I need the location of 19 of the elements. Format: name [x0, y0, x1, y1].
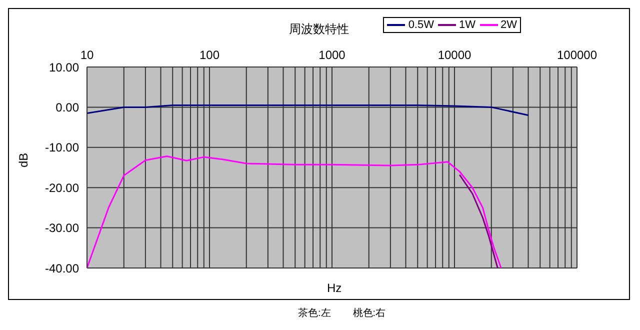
- x-tick-label: 10000: [438, 48, 472, 62]
- legend-label: 2W: [500, 19, 517, 31]
- text: 茶色:左: [298, 306, 331, 320]
- y-axis-title: dB: [16, 152, 30, 168]
- chart-title: 周波数特性: [289, 21, 349, 38]
- x-tick-label: 1000: [318, 48, 346, 62]
- x-tick-label: 10: [80, 48, 94, 62]
- x-tick-label: 100: [199, 48, 220, 62]
- legend-label: 1W: [459, 19, 476, 31]
- x-axis-title: Hz: [327, 281, 342, 295]
- legend-label: 0.5W: [408, 19, 434, 31]
- x-tick-label: 100000: [556, 48, 598, 62]
- y-tick-label: 0.00: [56, 100, 80, 114]
- y-tick-label: 10.00: [48, 60, 80, 74]
- text: 桃色:右: [352, 306, 386, 320]
- y-tick-label: -10.00: [44, 140, 80, 155]
- y-tick-label: -20.00: [44, 180, 80, 195]
- y-tick-label: -40.00: [44, 261, 80, 276]
- y-tick-label: -30.00: [44, 221, 80, 236]
